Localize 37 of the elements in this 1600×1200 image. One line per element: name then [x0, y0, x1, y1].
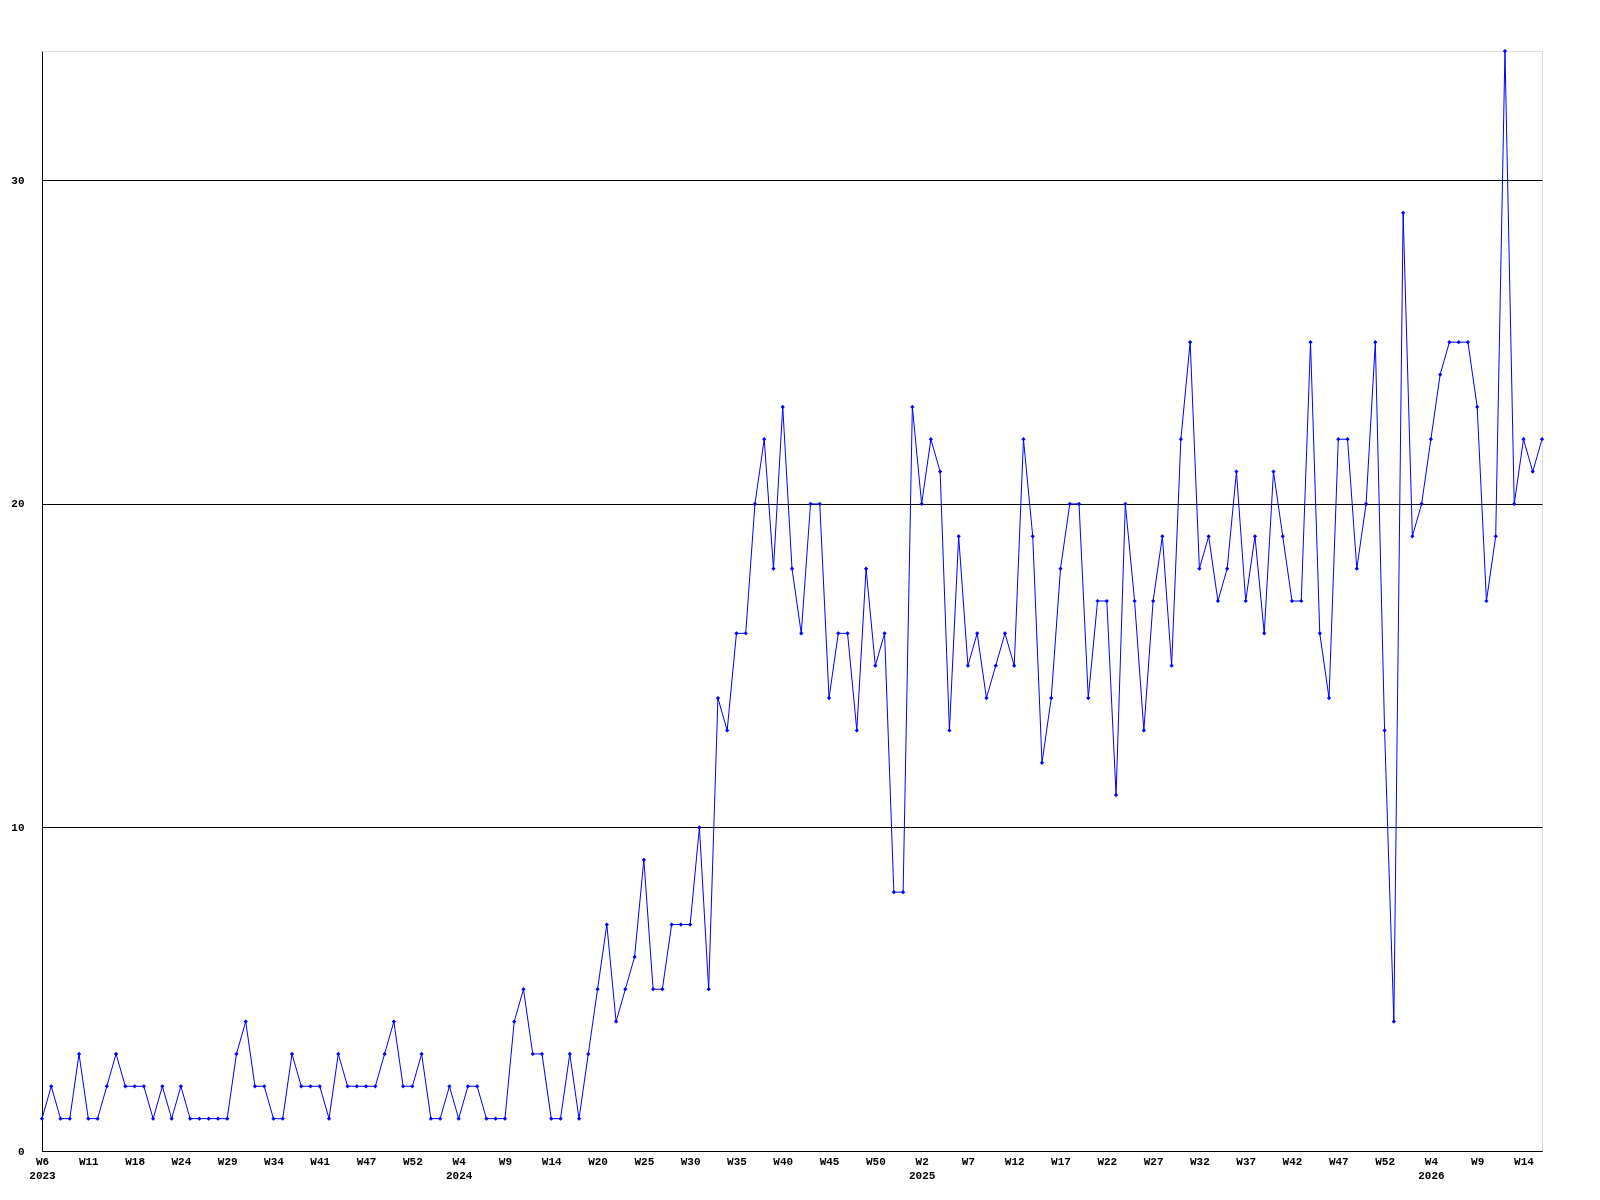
- x-tick-label: W9: [1471, 1155, 1485, 1168]
- x-tick-label: W42: [1282, 1155, 1303, 1168]
- x-tick-label: W47: [1328, 1155, 1349, 1168]
- x-tick-label: W6 2023: [29, 1155, 57, 1182]
- x-tick-label: W14: [1514, 1155, 1535, 1168]
- y-tick-label: 0: [17, 1145, 25, 1158]
- x-tick-label: W24: [171, 1155, 192, 1168]
- x-tick-label: W17: [1051, 1155, 1071, 1168]
- x-tick-label: W20: [588, 1155, 608, 1168]
- x-tick-label: W30: [680, 1155, 701, 1168]
- x-tick-label: W32: [1190, 1155, 1210, 1168]
- x-tick-label: W52: [1375, 1155, 1395, 1168]
- x-tick-label: W27: [1143, 1155, 1164, 1168]
- x-tick-label: W45: [819, 1155, 840, 1168]
- x-tick-label: W12: [1004, 1155, 1025, 1168]
- x-tick-label: W22: [1097, 1155, 1118, 1168]
- x-tick-label: W29: [217, 1155, 238, 1168]
- x-tick-label: W7: [961, 1155, 976, 1168]
- x-tick-label: W40: [773, 1155, 794, 1168]
- x-tick-label: W2 2025: [908, 1155, 936, 1182]
- x-tick-label: W4 2026: [1418, 1155, 1445, 1182]
- x-tick-label: W4 2024: [445, 1155, 473, 1182]
- x-tick-label: W18: [125, 1155, 146, 1168]
- y-tick-label: 30: [11, 174, 25, 187]
- x-tick-label: W52: [402, 1155, 423, 1168]
- x-tick-label: W9: [498, 1155, 513, 1168]
- x-tick-label: W34: [264, 1155, 285, 1168]
- x-tick-label: W37: [1236, 1155, 1257, 1168]
- x-tick-label: W50: [865, 1155, 886, 1168]
- y-tick-label: 10: [11, 821, 25, 834]
- x-tick-label: W41: [310, 1155, 331, 1168]
- x-tick-label: W11: [78, 1155, 100, 1168]
- x-tick-label: W47: [356, 1155, 377, 1168]
- x-tick-label: W35: [727, 1155, 748, 1168]
- x-tick-label: W14: [541, 1155, 563, 1168]
- x-tick-label: W25: [634, 1155, 655, 1168]
- y-tick-label: 20: [11, 498, 25, 511]
